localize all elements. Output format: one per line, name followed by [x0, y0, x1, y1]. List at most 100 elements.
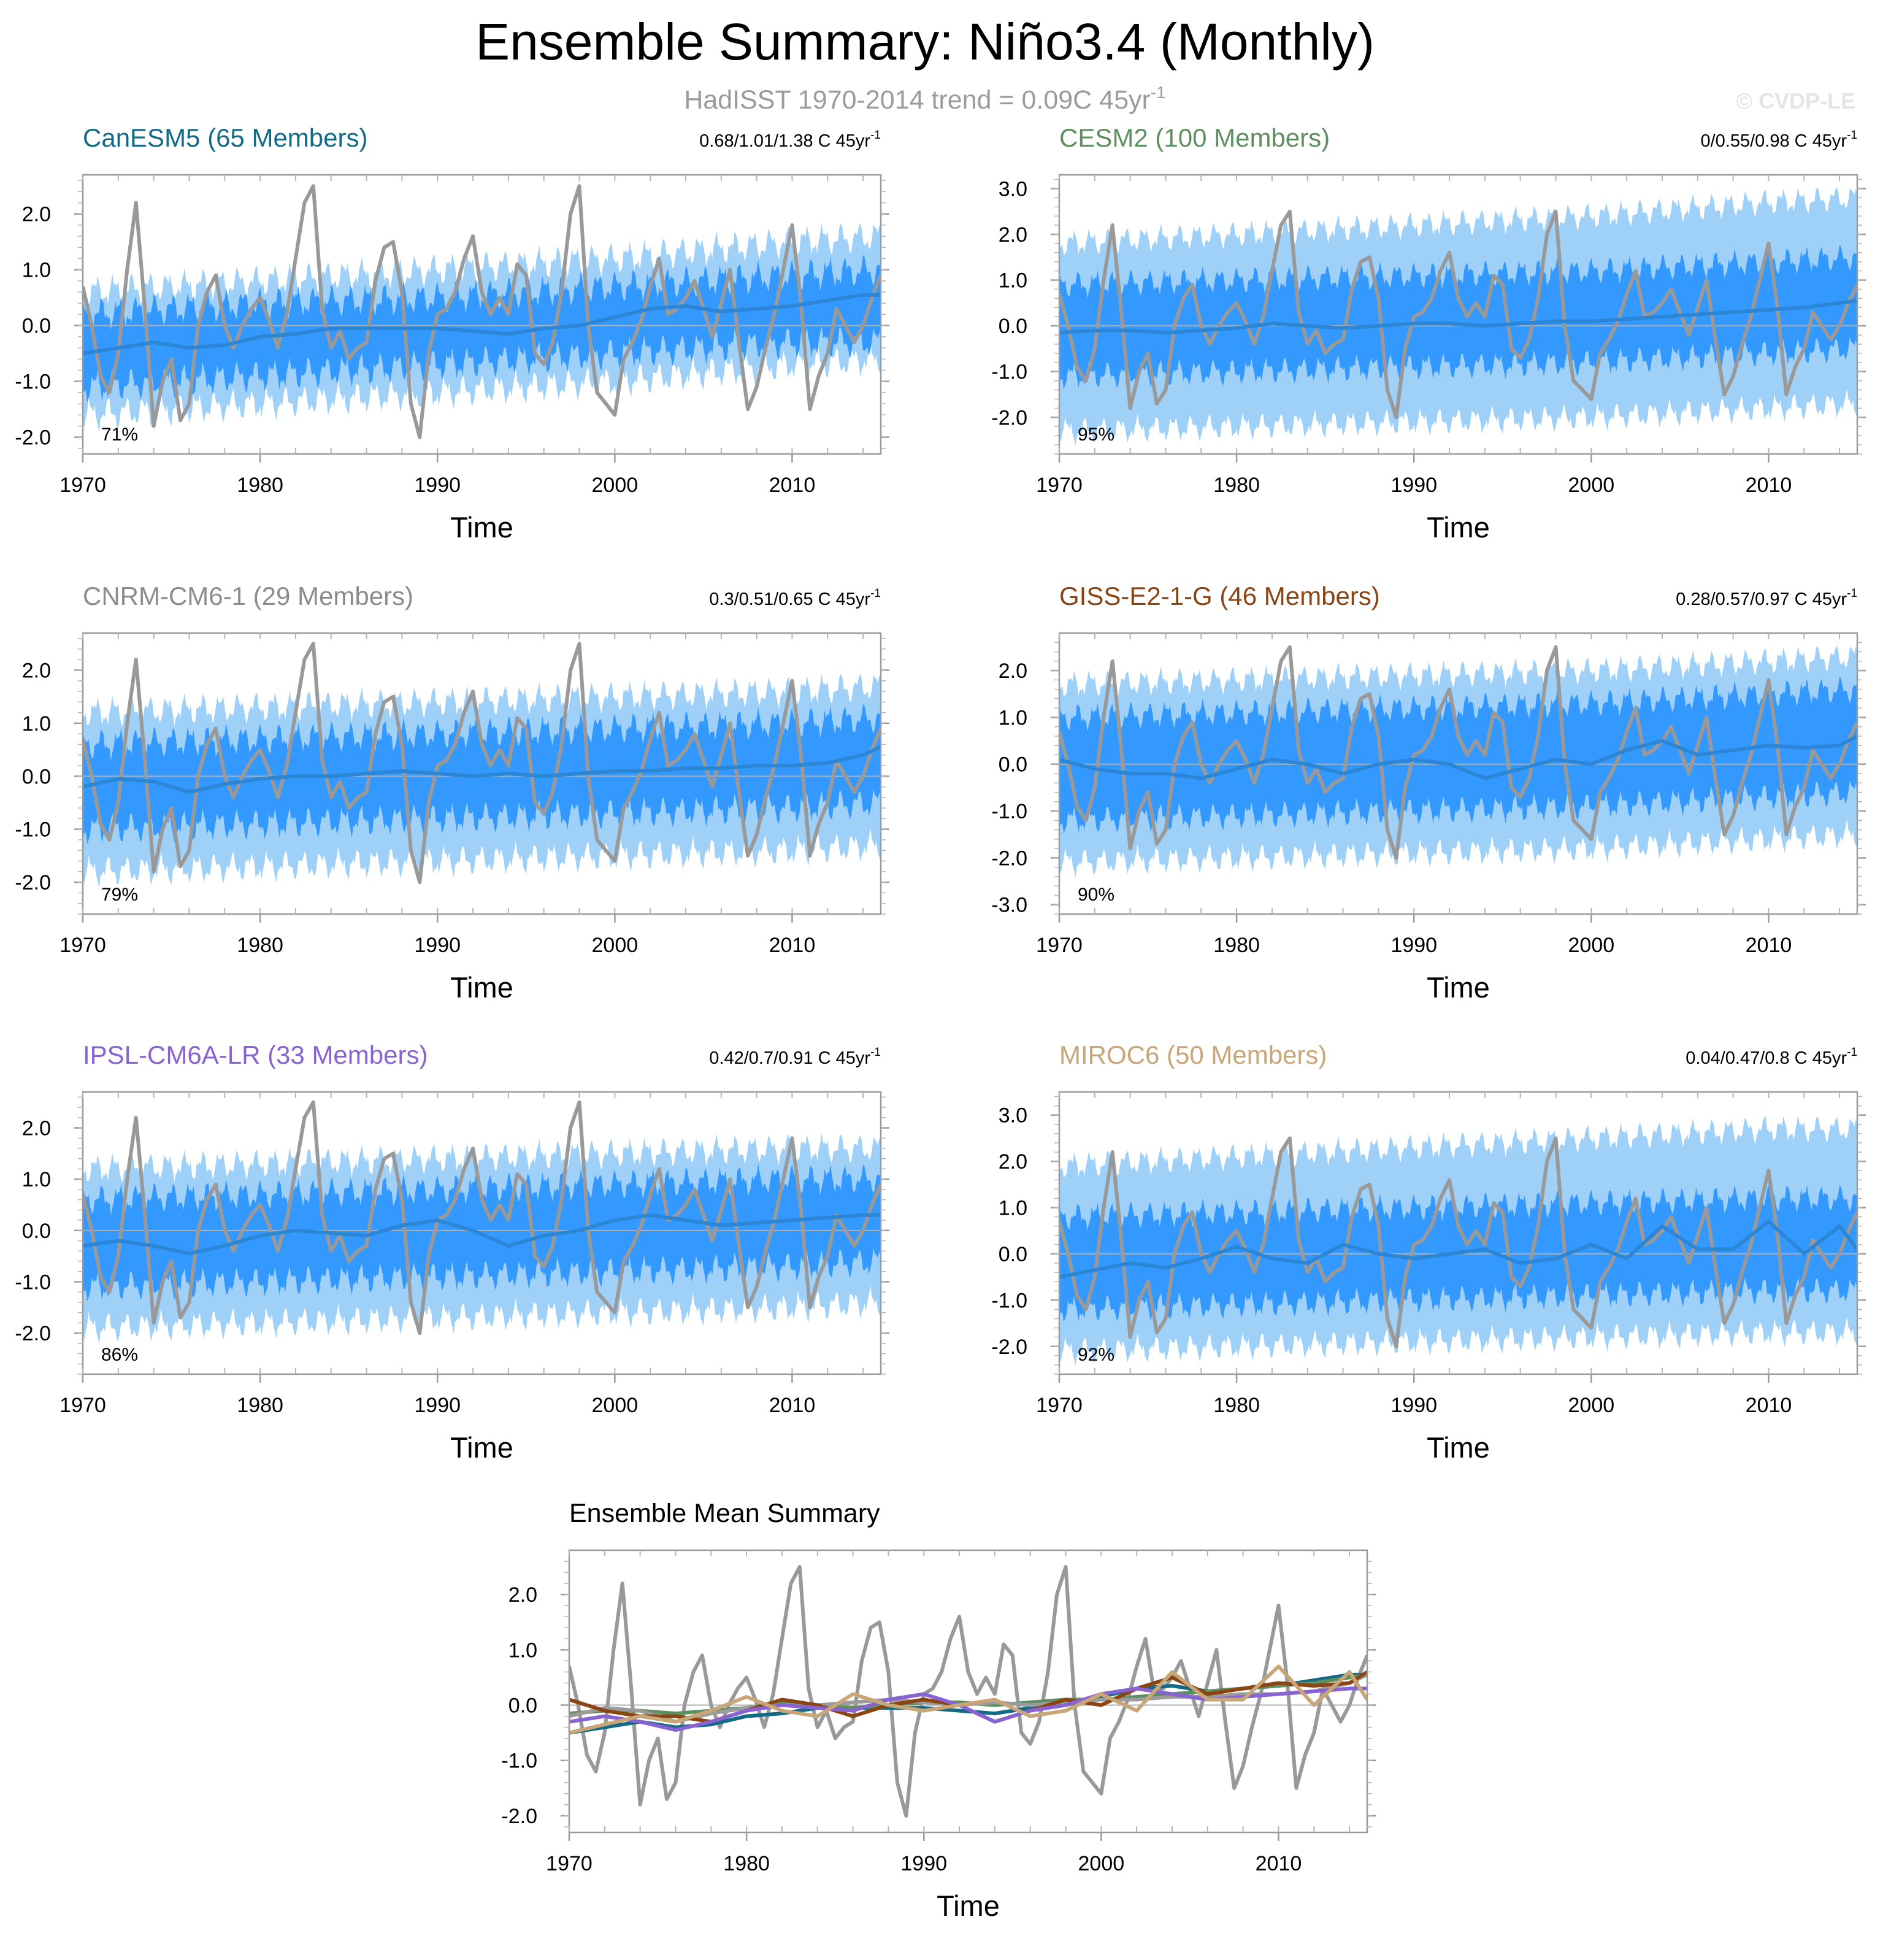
- plot-area: [1059, 1115, 1857, 1366]
- figure-title: Ensemble Summary: Niño3.4 (Monthly): [475, 13, 1375, 71]
- y-tick-label: 2.0: [22, 203, 51, 226]
- percent-label: 92%: [1078, 1345, 1114, 1365]
- observed-series-line: [83, 1100, 881, 1335]
- percent-label: 86%: [101, 1345, 138, 1365]
- y-tick-label: 3.0: [999, 177, 1027, 201]
- trend-exponent: -1: [1847, 1046, 1857, 1059]
- x-tick-label: 2010: [1746, 474, 1792, 497]
- y-tick-label: 2.0: [999, 659, 1027, 683]
- y-tick-label: 2.0: [508, 1583, 537, 1607]
- plot-area: [569, 1565, 1367, 1818]
- plot-area: [1059, 186, 1857, 445]
- ensemble-mean-line: [1059, 299, 1857, 335]
- y-tick-label: -2.0: [991, 847, 1027, 870]
- y-tick-label: -1.0: [991, 800, 1027, 823]
- x-tick-label: 2010: [769, 474, 816, 497]
- x-tick-label: 2000: [592, 1394, 639, 1417]
- inner-range-band: [83, 255, 881, 402]
- y-tick-label: -1.0: [15, 371, 51, 394]
- panel-title: MIROC6 (50 Members): [1059, 1040, 1327, 1069]
- x-tick-label: 1970: [59, 474, 106, 497]
- y-tick-label: 1.0: [999, 269, 1027, 293]
- panel-title: CNRM-CM6-1 (29 Members): [83, 582, 413, 610]
- y-tick-label: 1.0: [999, 706, 1027, 729]
- y-tick-label: 0.0: [22, 765, 51, 788]
- y-tick-label: -1.0: [991, 1289, 1027, 1312]
- observed-series-line: [83, 642, 881, 885]
- observed-series-line: [569, 1565, 1367, 1818]
- plot-frame: [82, 632, 882, 915]
- y-tick-label: -2.0: [15, 426, 51, 450]
- y-tick-label: 0.0: [999, 315, 1027, 338]
- y-tick-label: 2.0: [999, 1150, 1027, 1174]
- x-tick-label: 2010: [769, 934, 816, 957]
- y-tick-label: 1.0: [22, 259, 51, 282]
- plot-area: [83, 184, 881, 439]
- x-axis-label: Time: [937, 1889, 1000, 1922]
- figure-subtitle: HadISST 1970-2014 trend = 0.09C 45yr-1: [684, 83, 1165, 115]
- inner-range-band: [1059, 245, 1857, 389]
- y-tick-label: -3.0: [991, 894, 1027, 917]
- panel-cnrm-cm6-1: 1970 1980 1990 2000 2010 Time 2.0 1.0 0.0 -1.0 -2.…: [15, 582, 889, 1004]
- x-tick-label: 1990: [414, 934, 461, 957]
- plot-frame: [568, 1549, 1368, 1834]
- observed-series-line: [83, 184, 881, 439]
- trend-label: 0.04/0.47/0.8 C 45yr-1: [1686, 1046, 1857, 1068]
- y-tick-label: 0.0: [22, 1220, 51, 1243]
- y-tick-label: 2.0: [22, 1117, 51, 1140]
- x-tick-label: 2010: [1746, 934, 1792, 957]
- percent-label: 95%: [1078, 425, 1114, 445]
- x-axis-label: Time: [1427, 511, 1490, 544]
- x-tick-label: 1990: [1390, 1394, 1437, 1417]
- plot-area: [1059, 645, 1857, 877]
- x-axis-label: Time: [1427, 1431, 1490, 1464]
- panel-ensemble-mean-summary: 1970 1980 1990 2000 2010 Time 2.0 1.0 0.0 -1.0 -2.…: [501, 1499, 1376, 1922]
- x-tick-label: 1980: [237, 474, 283, 497]
- x-tick-label: 2010: [1746, 1394, 1792, 1417]
- x-axis-label: Time: [1427, 971, 1490, 1004]
- x-axis-label: Time: [450, 971, 513, 1004]
- panel-cesm2: 1970 1980 1990 2000 2010 Time 3.0 2.0 1.0 0.0 -1.0…: [991, 123, 1866, 544]
- watermark: © CVDP-LE: [1736, 88, 1855, 113]
- x-tick-label: 1980: [237, 934, 283, 957]
- trend-text: 0.3/0.51/0.65 C 45yr: [709, 590, 870, 609]
- plot-area: [83, 642, 881, 888]
- x-tick-label: 1980: [237, 1394, 283, 1417]
- x-tick-label: 2000: [592, 934, 639, 957]
- x-tick-label: 1990: [1390, 934, 1437, 957]
- trend-exponent: -1: [1847, 587, 1857, 600]
- y-tick-label: -1.0: [15, 1270, 51, 1294]
- trend-exponent: -1: [870, 1046, 881, 1059]
- percent-label: 71%: [101, 425, 138, 445]
- x-tick-label: 2010: [769, 1394, 816, 1417]
- y-tick-label: 1.0: [22, 1168, 51, 1191]
- y-tick-label: -2.0: [991, 1335, 1027, 1359]
- trend-exponent: -1: [870, 129, 881, 142]
- y-tick-label: 1.0: [999, 1197, 1027, 1220]
- x-axis-label: Time: [450, 511, 513, 544]
- trend-label: 0.42/0.7/0.91 C 45yr-1: [709, 1046, 881, 1068]
- ensemble-mean-line: [83, 745, 881, 794]
- x-tick-label: 2000: [1568, 474, 1615, 497]
- y-tick-label: 2.0: [22, 659, 51, 682]
- y-tick-label: 0.0: [508, 1694, 537, 1718]
- trend-exponent: -1: [870, 587, 881, 600]
- percent-label: 90%: [1078, 885, 1114, 905]
- x-tick-label: 2010: [1256, 1852, 1302, 1875]
- y-tick-label: 0.0: [999, 753, 1027, 777]
- plot-frame: [82, 1091, 882, 1375]
- trend-label: 0/0.55/0.98 C 45yr-1: [1700, 129, 1857, 151]
- y-tick-label: 0.0: [22, 315, 51, 338]
- panel-canesm5: 1970 1980 1990 2000 2010 Time 2.0 1.0 0.0 -1.0 -2.…: [15, 123, 889, 544]
- panels: 1970 1980 1990 2000 2010 Time 2.0 1.0 0.0 -1.0 -2.…: [15, 123, 1866, 1922]
- y-tick-label: -2.0: [501, 1805, 537, 1828]
- observed-series-line: [1059, 645, 1857, 860]
- x-tick-label: 1990: [900, 1852, 947, 1875]
- percent-label: 79%: [101, 885, 138, 905]
- trend-text: 0.28/0.57/0.97 C 45yr: [1676, 590, 1847, 609]
- series-line-miroc6: [569, 1664, 1367, 1735]
- y-tick-label: -2.0: [15, 1322, 51, 1345]
- x-tick-label: 1980: [1213, 1394, 1260, 1417]
- panel-title: Ensemble Mean Summary: [569, 1499, 880, 1528]
- panel-title: IPSL-CM6A-LR (33 Members): [83, 1040, 428, 1069]
